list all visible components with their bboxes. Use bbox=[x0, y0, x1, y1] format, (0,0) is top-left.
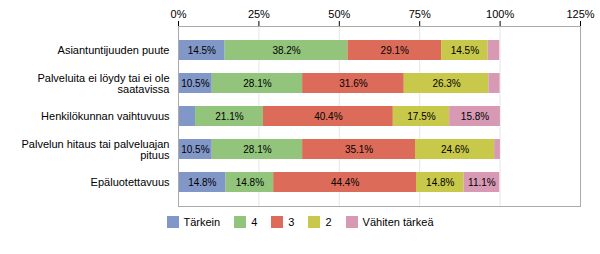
svg-text:14.8%: 14.8% bbox=[188, 177, 216, 188]
svg-text:0%: 0% bbox=[171, 8, 187, 20]
svg-text:75%: 75% bbox=[409, 8, 431, 20]
svg-text:28.1%: 28.1% bbox=[243, 78, 271, 89]
svg-text:26.3%: 26.3% bbox=[432, 78, 460, 89]
html-text:Vähiten tärkeä: Vähiten tärkeä bbox=[362, 216, 434, 228]
html-text:2: 2 bbox=[325, 216, 332, 228]
html-text:4: 4 bbox=[251, 216, 258, 228]
svg-text:17.5%: 17.5% bbox=[407, 111, 435, 122]
svg-text:28.1%: 28.1% bbox=[243, 144, 271, 155]
svg-text:14.8%: 14.8% bbox=[236, 177, 264, 188]
svg-text:Palveluita ei löydy tai ei ole: Palveluita ei löydy tai ei olesaatavissa bbox=[37, 72, 170, 95]
svg-text:14.5%: 14.5% bbox=[451, 45, 479, 56]
svg-text:10.5%: 10.5% bbox=[181, 78, 209, 89]
svg-text:Asiantuntijuuden puute: Asiantuntijuuden puute bbox=[58, 44, 170, 56]
svg-text:35.1%: 35.1% bbox=[345, 144, 373, 155]
svg-text:40.4%: 40.4% bbox=[314, 111, 342, 122]
svg-text:Epäluotettavuus: Epäluotettavuus bbox=[91, 176, 170, 188]
svg-text:24.6%: 24.6% bbox=[441, 144, 469, 155]
svg-text:10.5%: 10.5% bbox=[181, 144, 209, 155]
svg-text:125%: 125% bbox=[566, 8, 594, 20]
svg-text:21.1%: 21.1% bbox=[215, 111, 243, 122]
svg-text:11.1%: 11.1% bbox=[468, 177, 496, 188]
svg-text:Palvelun hitaus tai palveluaja: Palvelun hitaus tai palveluajanpituus bbox=[22, 138, 170, 161]
svg-text:Henkilökunnan vaihtuvuus: Henkilökunnan vaihtuvuus bbox=[41, 110, 170, 122]
svg-text:29.1%: 29.1% bbox=[381, 45, 409, 56]
svg-text:25%: 25% bbox=[248, 8, 270, 20]
svg-text:31.6%: 31.6% bbox=[339, 78, 367, 89]
svg-text:44.4%: 44.4% bbox=[331, 177, 359, 188]
svg-text:15.8%: 15.8% bbox=[461, 111, 489, 122]
svg-text:100%: 100% bbox=[486, 8, 514, 20]
svg-text:14.8%: 14.8% bbox=[426, 177, 454, 188]
svg-text:38.2%: 38.2% bbox=[272, 45, 300, 56]
html-text:Tärkein: Tärkein bbox=[183, 216, 221, 228]
svg-text:50%: 50% bbox=[328, 8, 350, 20]
svg-text:14.5%: 14.5% bbox=[188, 45, 216, 56]
html-text:3: 3 bbox=[288, 216, 295, 228]
